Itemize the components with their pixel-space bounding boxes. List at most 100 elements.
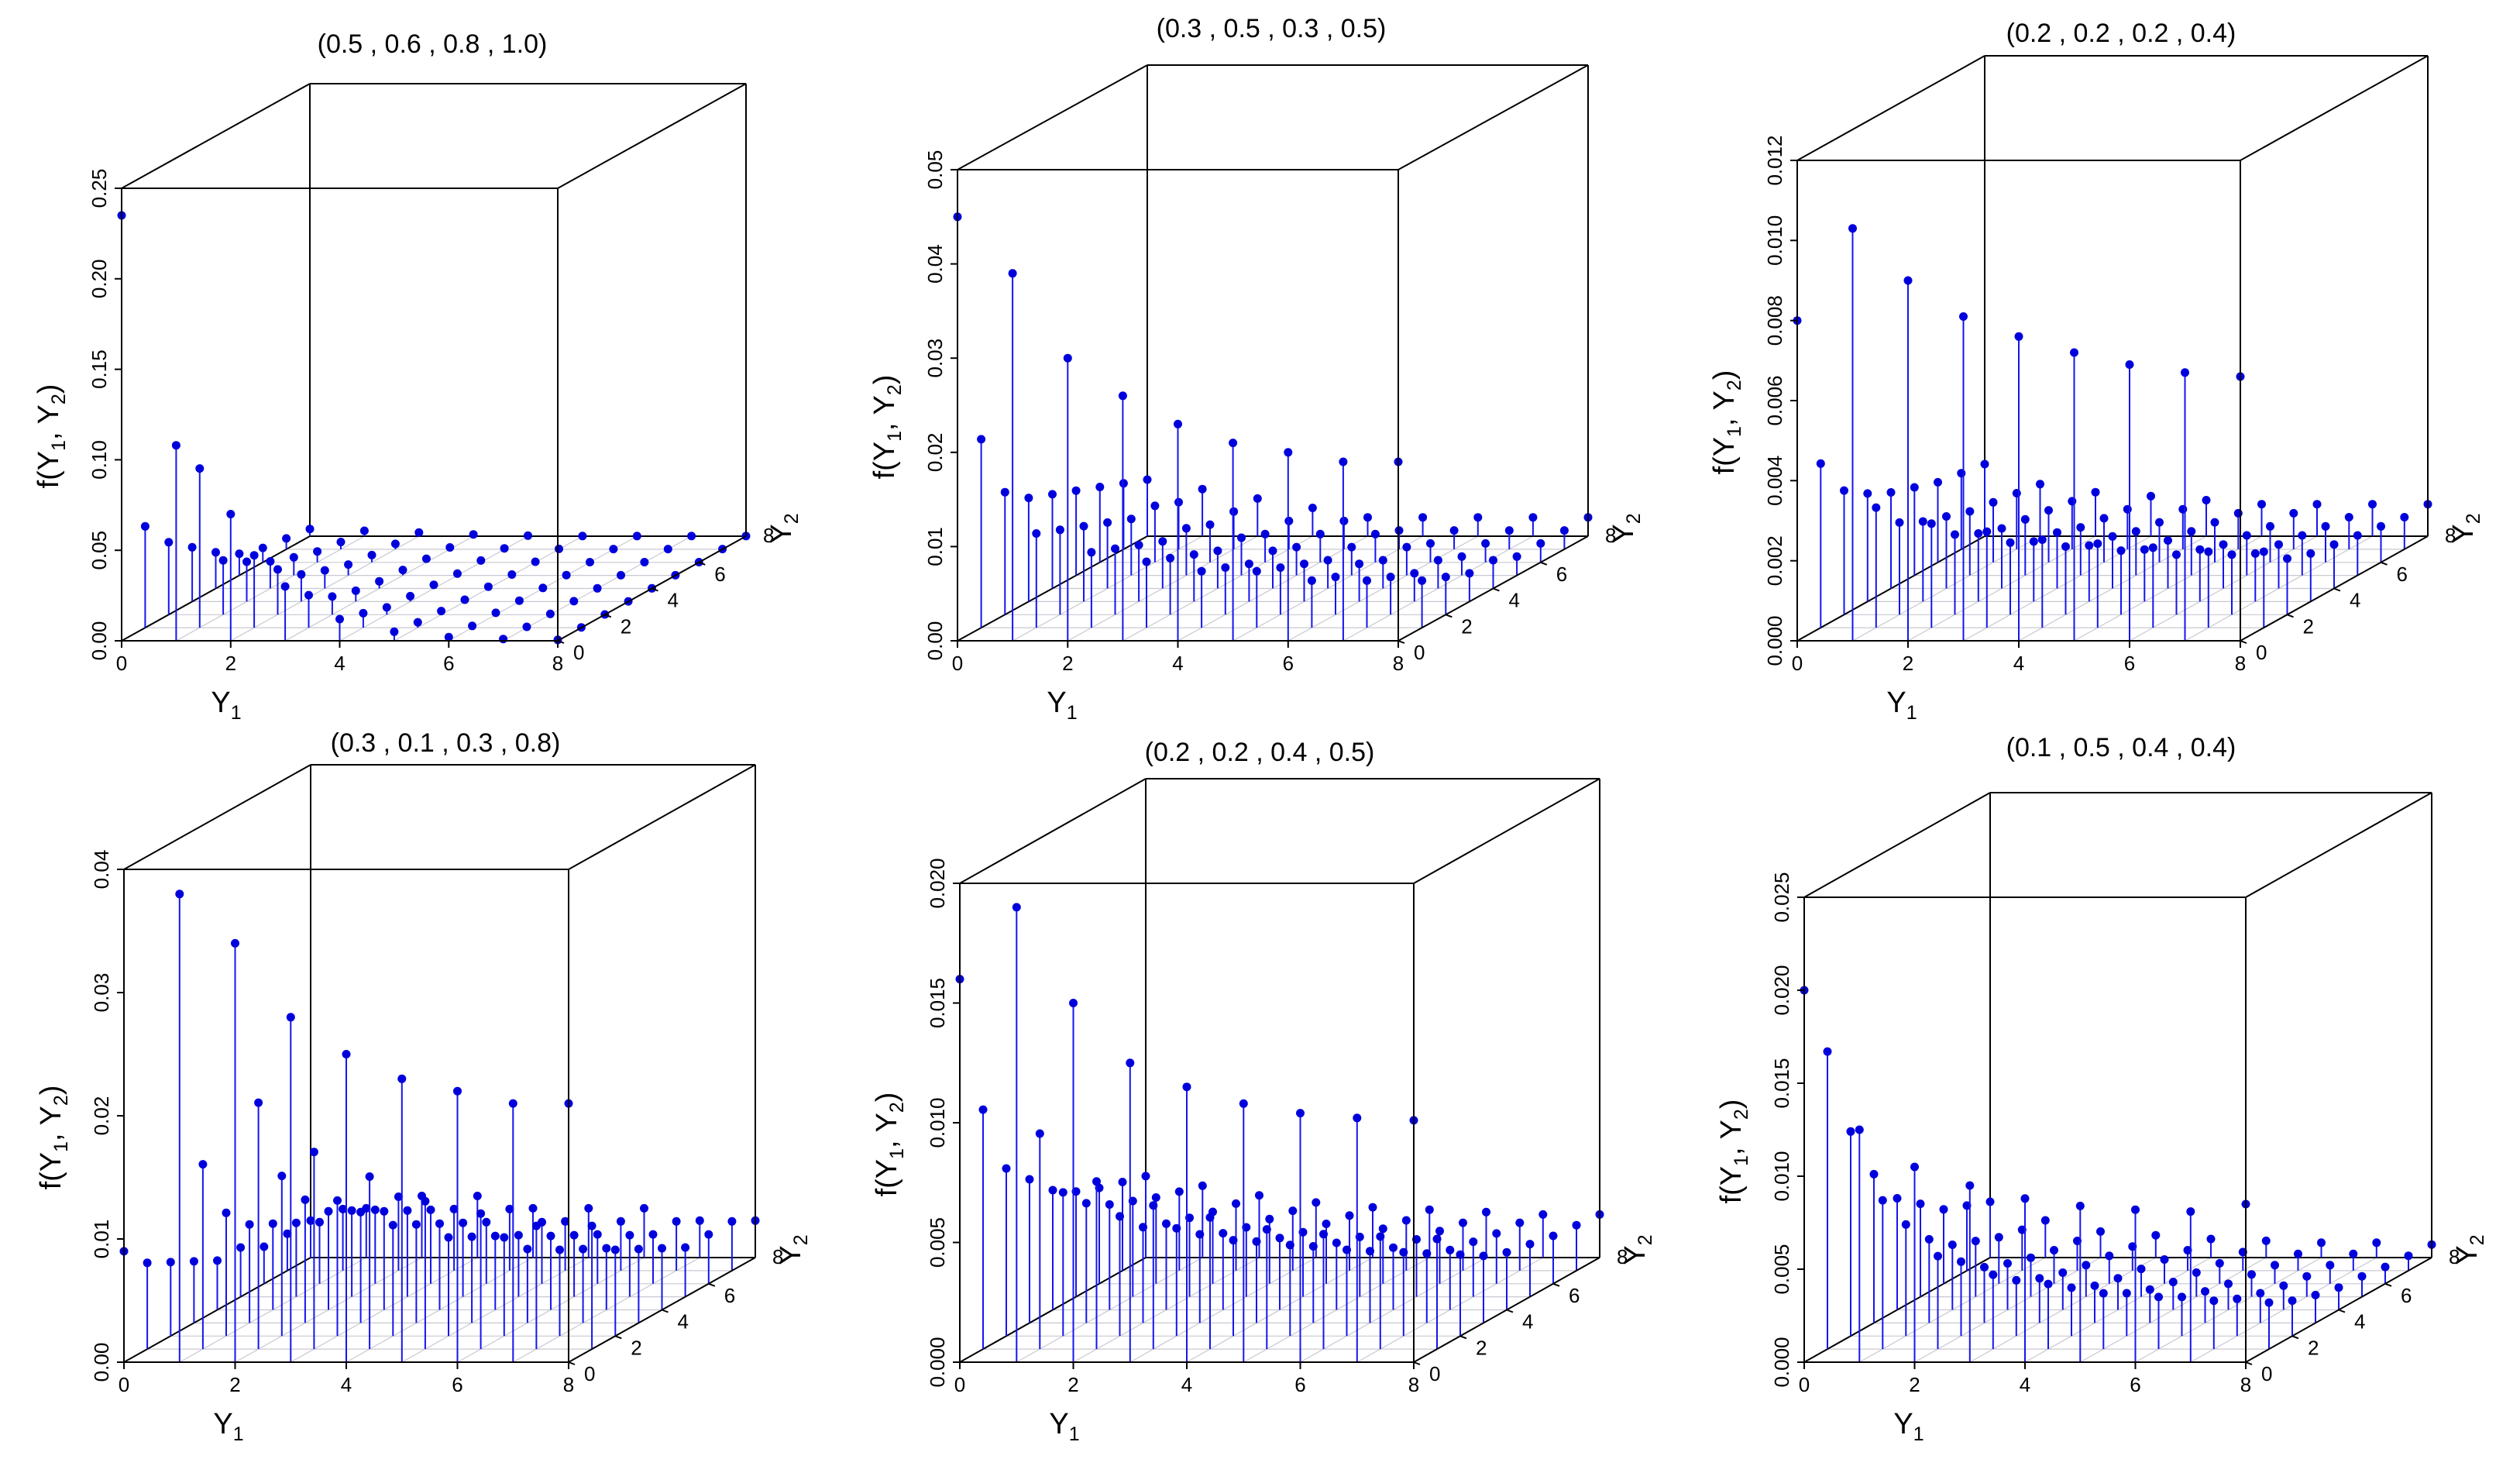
data-point bbox=[324, 1206, 333, 1216]
x-tick-label: 2 bbox=[225, 652, 236, 675]
data-point bbox=[1319, 1230, 1328, 1239]
data-point bbox=[1268, 546, 1277, 556]
data-point bbox=[2294, 1249, 2302, 1258]
y-tick-label: 8 bbox=[763, 524, 774, 547]
data-point bbox=[2053, 528, 2061, 537]
data-point bbox=[1536, 539, 1545, 548]
z-tick-label: 0.020 bbox=[1770, 965, 1793, 1015]
data-point bbox=[2274, 540, 2283, 549]
box-edge bbox=[2245, 792, 2432, 898]
data-point bbox=[1252, 566, 1261, 576]
box-edge bbox=[557, 83, 747, 189]
x-tick-label: 8 bbox=[1393, 652, 1404, 675]
data-point bbox=[2093, 539, 2102, 549]
y-tick-mark bbox=[1413, 1361, 1421, 1365]
data-point bbox=[587, 1221, 596, 1230]
data-point bbox=[2044, 1279, 2053, 1289]
data-point bbox=[2037, 535, 2047, 544]
data-point bbox=[1092, 1177, 1101, 1186]
data-point bbox=[1872, 503, 1881, 512]
x-tick-label: 6 bbox=[443, 652, 454, 675]
data-point bbox=[394, 1192, 403, 1201]
data-point bbox=[254, 1098, 263, 1107]
z-tick-label: 0.02 bbox=[923, 432, 947, 472]
data-point bbox=[1143, 475, 1152, 484]
data-point bbox=[1158, 537, 1167, 546]
data-point bbox=[2306, 549, 2315, 558]
data-point bbox=[625, 1230, 634, 1240]
data-point bbox=[468, 621, 477, 631]
data-point bbox=[273, 565, 282, 574]
data-point bbox=[449, 1204, 459, 1213]
data-point bbox=[1823, 1047, 1832, 1056]
y-tick-mark bbox=[614, 1335, 622, 1340]
data-point bbox=[1119, 479, 1128, 488]
y-tick-label: 8 bbox=[1605, 524, 1616, 547]
data-point bbox=[1886, 488, 1896, 497]
data-point bbox=[403, 1206, 412, 1215]
data-point bbox=[2145, 1285, 2154, 1294]
data-point bbox=[727, 1217, 737, 1226]
data-point bbox=[328, 592, 337, 601]
data-point bbox=[1432, 1234, 1442, 1244]
data-point bbox=[2061, 542, 2070, 551]
z-axis-title: f(Y1, Y2) bbox=[1708, 370, 1745, 475]
data-point bbox=[2164, 536, 2172, 545]
y-tick-label: 6 bbox=[1556, 563, 1567, 586]
data-point bbox=[2202, 496, 2211, 504]
data-point bbox=[2096, 1227, 2105, 1236]
data-point bbox=[2172, 550, 2181, 559]
y-tick-label: 6 bbox=[1569, 1284, 1580, 1307]
data-point bbox=[1197, 566, 1206, 576]
data-point bbox=[245, 1220, 254, 1229]
z-tick-label: 0.02 bbox=[90, 1096, 113, 1136]
data-point bbox=[1957, 469, 1966, 478]
data-point bbox=[616, 1217, 625, 1226]
box-edge bbox=[2240, 55, 2429, 161]
y-tick-label: 4 bbox=[668, 589, 679, 612]
data-point bbox=[2224, 1279, 2233, 1289]
data-point bbox=[2148, 543, 2157, 552]
y-tick-label: 2 bbox=[621, 614, 631, 638]
data-point bbox=[2012, 1275, 2021, 1285]
y-axis-title: Y2 bbox=[1619, 1234, 1656, 1265]
x-tick-label: 2 bbox=[1067, 1373, 1078, 1396]
data-point bbox=[1878, 1196, 1887, 1205]
data-point bbox=[555, 544, 563, 553]
data-point bbox=[411, 1220, 421, 1229]
x-tick-label: 4 bbox=[1181, 1373, 1192, 1396]
data-point bbox=[1997, 524, 2006, 533]
z-tick-label: 0.00 bbox=[923, 621, 947, 661]
data-point bbox=[1174, 419, 1182, 428]
y-tick-mark bbox=[1398, 640, 1405, 644]
data-point bbox=[1425, 1205, 1434, 1214]
z-tick-label: 0.010 bbox=[1770, 1151, 1793, 1201]
data-point bbox=[2242, 531, 2251, 540]
data-point bbox=[2147, 491, 2155, 501]
data-point bbox=[514, 596, 524, 605]
data-point bbox=[1456, 1250, 1465, 1259]
x-tick-label: 2 bbox=[1903, 652, 1913, 675]
data-point bbox=[397, 1074, 407, 1083]
data-point bbox=[1489, 556, 1497, 565]
data-point bbox=[490, 1231, 500, 1241]
y-tick-label: 6 bbox=[2401, 1284, 2412, 1307]
y-tick-mark bbox=[2381, 561, 2388, 566]
data-point bbox=[2312, 500, 2322, 509]
data-point bbox=[1035, 1129, 1044, 1138]
data-point bbox=[282, 534, 291, 543]
y-axis-title: Y2 bbox=[1607, 513, 1645, 543]
data-point bbox=[524, 531, 532, 540]
z-tick-label: 0.000 bbox=[1763, 615, 1786, 666]
data-point bbox=[569, 1230, 579, 1240]
data-point bbox=[978, 1105, 988, 1114]
data-point bbox=[545, 609, 555, 618]
y-tick-mark bbox=[2240, 640, 2247, 644]
data-point bbox=[1353, 1113, 1362, 1123]
data-point bbox=[2070, 348, 2078, 357]
data-point bbox=[1418, 513, 1428, 522]
data-point bbox=[437, 607, 446, 616]
x-tick-label: 8 bbox=[2240, 1373, 2251, 1396]
data-point bbox=[2329, 540, 2339, 549]
data-point bbox=[1323, 556, 1332, 565]
